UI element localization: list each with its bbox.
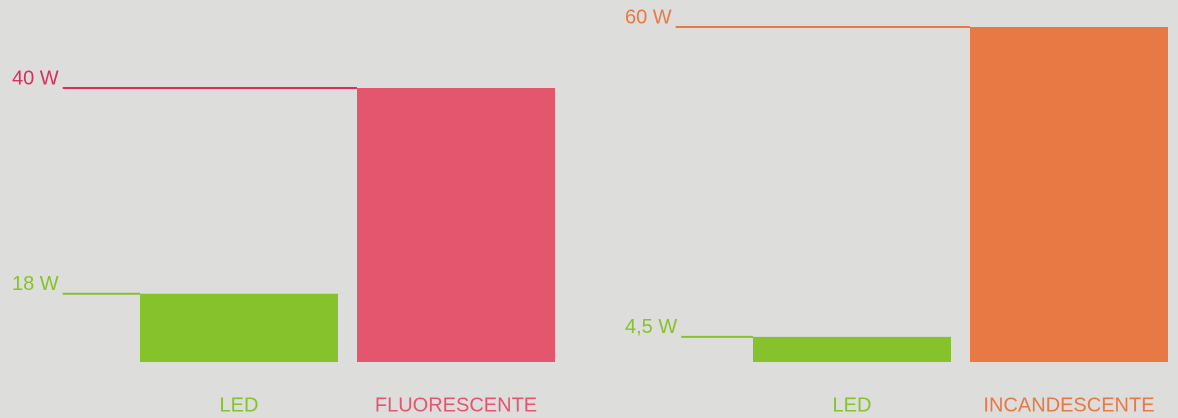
category-label: LED bbox=[833, 394, 872, 416]
bar bbox=[753, 336, 951, 362]
value-label: 18 W bbox=[12, 273, 59, 295]
value-label: 4,5 W bbox=[625, 316, 677, 338]
bar bbox=[970, 27, 1168, 362]
bar bbox=[357, 88, 555, 362]
category-label: INCANDESCENTE bbox=[983, 394, 1154, 416]
bar bbox=[140, 293, 338, 362]
category-label: FLUORESCENTE bbox=[375, 394, 537, 416]
value-label: 60 W bbox=[625, 6, 672, 28]
value-label: 40 W bbox=[12, 67, 59, 89]
category-label: LED bbox=[220, 394, 259, 416]
